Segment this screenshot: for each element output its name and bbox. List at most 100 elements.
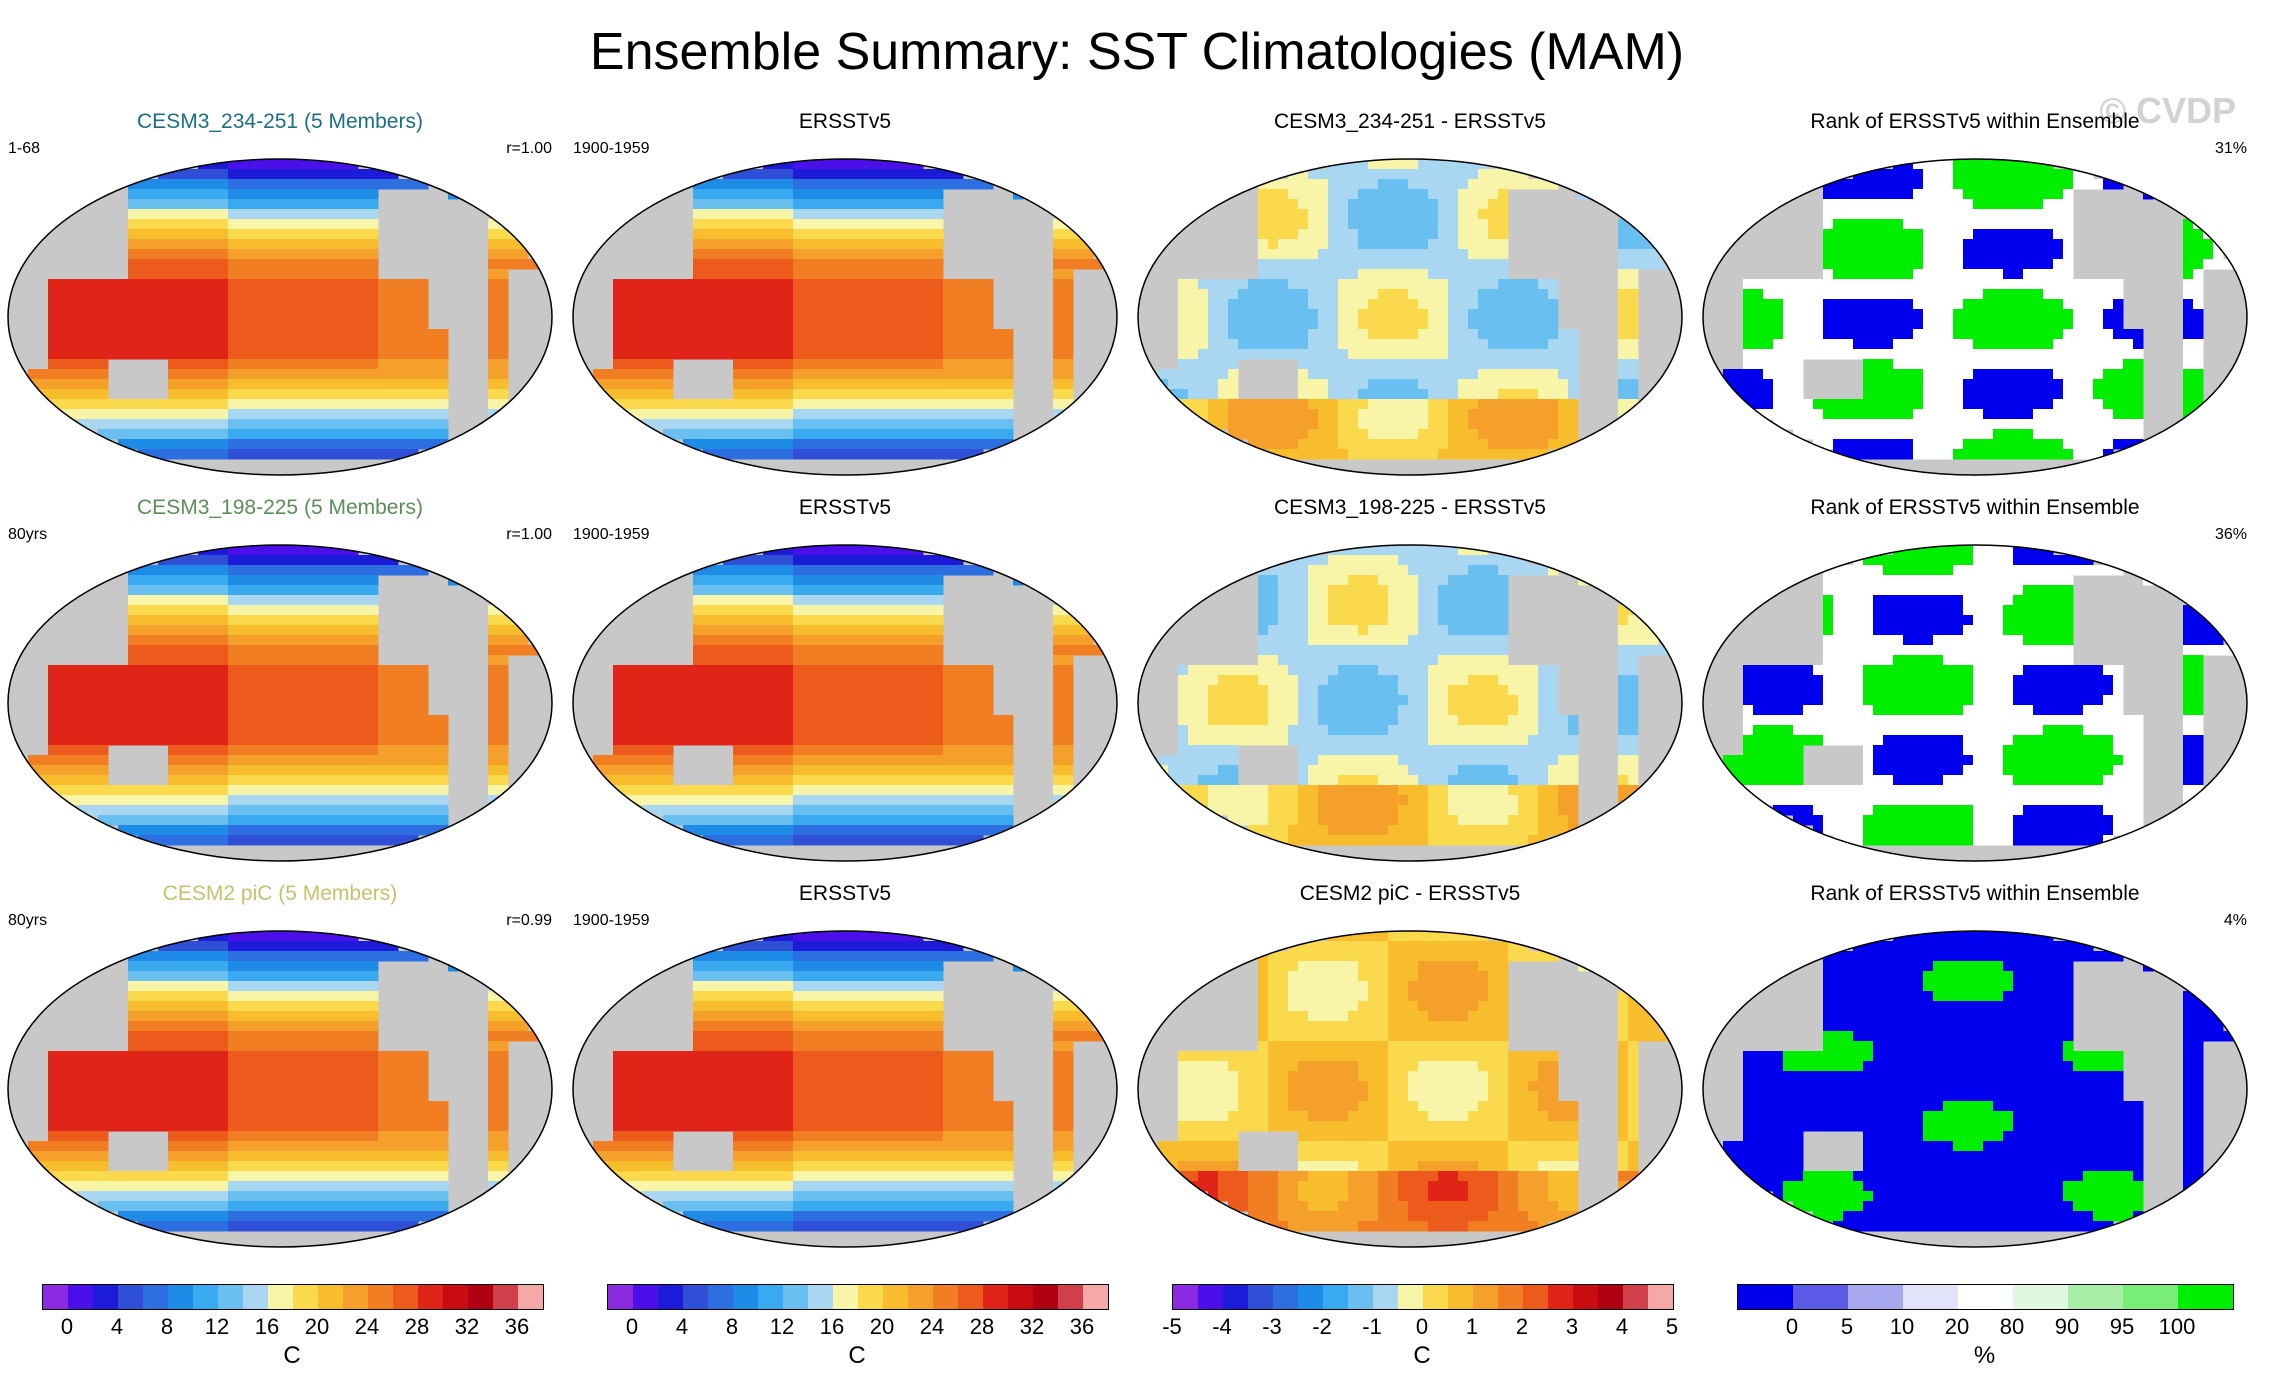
colorbar-tick-label: 24 bbox=[354, 1314, 380, 1339]
colorbar-swatch bbox=[808, 1285, 833, 1309]
colorbar-tick-label: 12 bbox=[204, 1314, 230, 1339]
colorbar-tick-label: 12 bbox=[769, 1314, 795, 1339]
colorbar-swatch bbox=[1523, 1285, 1548, 1309]
colorbar: 0 4 8 12 16 20 24 28 32 36 C bbox=[607, 1284, 1109, 1384]
colorbar-tick-label: 4 bbox=[675, 1314, 689, 1339]
colorbar-swatch bbox=[118, 1285, 143, 1309]
panel-period-label: 1900-1959 bbox=[573, 140, 650, 157]
map-panel: CESM2 piC - ERSSTv5 bbox=[1130, 872, 1690, 1262]
colorbar: 0 5 10 20 80 90 95 100% bbox=[1737, 1284, 2237, 1384]
colorbar-swatch bbox=[1373, 1285, 1398, 1309]
colorbar-tick-label: 20 bbox=[1944, 1314, 1970, 1339]
map-panel: CESM3_234-251 (5 Members) 1-68 r=1.00 bbox=[0, 100, 560, 490]
colorbar: 0 4 8 12 16 20 24 28 32 36 C bbox=[42, 1284, 544, 1384]
colorbar-tick-label: 20 bbox=[304, 1314, 330, 1339]
colorbar-swatch bbox=[493, 1285, 518, 1309]
colorbar-swatch bbox=[983, 1285, 1008, 1309]
colorbar-swatch bbox=[1648, 1285, 1673, 1309]
panel-stat-label: 4% bbox=[2223, 912, 2247, 929]
colorbar-swatch bbox=[1223, 1285, 1248, 1309]
colorbar-swatch bbox=[833, 1285, 858, 1309]
colorbar-swatch bbox=[708, 1285, 733, 1309]
colorbar-swatch bbox=[1198, 1285, 1223, 1309]
map-panel: Rank of ERSSTv5 within Ensemble 4% bbox=[1695, 872, 2255, 1262]
map-field bbox=[1137, 544, 1683, 862]
colorbar-swatch bbox=[683, 1285, 708, 1309]
colorbar-swatch bbox=[958, 1285, 983, 1309]
panel-stat-label: r=1.00 bbox=[506, 526, 552, 543]
colorbar-swatch bbox=[1348, 1285, 1373, 1309]
colorbar-swatch bbox=[2123, 1285, 2178, 1309]
colorbar-tick-label: 100 bbox=[2158, 1314, 2196, 1339]
map-field bbox=[1702, 930, 2248, 1248]
colorbar-swatch bbox=[1273, 1285, 1298, 1309]
colorbar-swatch bbox=[1473, 1285, 1498, 1309]
panel-stat-label: 36% bbox=[2214, 526, 2247, 543]
panel-period-label: 80yrs bbox=[8, 912, 48, 929]
colorbar-tick-label: 36 bbox=[504, 1314, 530, 1339]
colorbar-swatch bbox=[2013, 1285, 2068, 1309]
colorbar-tick-label: 0 bbox=[60, 1314, 74, 1339]
colorbar-unit-label: % bbox=[1973, 1342, 1996, 1369]
colorbar-swatch bbox=[1423, 1285, 1448, 1309]
colorbar-tick-label: 28 bbox=[969, 1314, 995, 1339]
colorbar-tick-label: -2 bbox=[1312, 1314, 1332, 1339]
colorbar-swatch bbox=[318, 1285, 343, 1309]
map-field bbox=[1137, 158, 1683, 476]
colorbar-swatch bbox=[633, 1285, 658, 1309]
colorbar-swatch bbox=[1398, 1285, 1423, 1309]
colorbar-tick-label: 24 bbox=[919, 1314, 945, 1339]
figure-title: Ensemble Summary: SST Climatologies (MAM… bbox=[589, 23, 1685, 81]
colorbar-tick-label: 32 bbox=[454, 1314, 480, 1339]
colorbar-swatch bbox=[1738, 1285, 1793, 1309]
colorbar-swatch bbox=[1958, 1285, 2013, 1309]
colorbar-tick-label: 4 bbox=[1615, 1314, 1629, 1339]
panel-title: Rank of ERSSTv5 within Ensemble bbox=[1810, 882, 2140, 905]
panel-stat-label: 31% bbox=[2214, 140, 2247, 157]
colorbar-tick-label: 5 bbox=[1840, 1314, 1854, 1339]
colorbar-unit-label: C bbox=[1413, 1342, 1431, 1369]
colorbar-swatch bbox=[443, 1285, 468, 1309]
colorbar-swatch bbox=[218, 1285, 243, 1309]
colorbar-tick-label: -5 bbox=[1162, 1314, 1182, 1339]
colorbar-swatch bbox=[1448, 1285, 1473, 1309]
map-panel: ERSSTv5 1900-1959 bbox=[565, 872, 1125, 1262]
colorbar-swatch bbox=[933, 1285, 958, 1309]
map-panel: CESM3_198-225 - ERSSTv5 bbox=[1130, 486, 1690, 876]
colorbar-swatch bbox=[733, 1285, 758, 1309]
panel-title: ERSSTv5 bbox=[798, 110, 892, 133]
colorbar-swatch bbox=[1058, 1285, 1083, 1309]
colorbar-swatch bbox=[468, 1285, 493, 1309]
panel-stat-label: r=1.00 bbox=[506, 140, 552, 157]
map-field bbox=[572, 158, 1118, 476]
colorbar-swatch bbox=[1848, 1285, 1903, 1309]
colorbar-swatch bbox=[168, 1285, 193, 1309]
map-field bbox=[7, 158, 553, 476]
colorbar-swatch bbox=[1903, 1285, 1958, 1309]
colorbar-swatch bbox=[1173, 1285, 1198, 1309]
colorbar-swatch bbox=[908, 1285, 933, 1309]
map-field bbox=[7, 930, 553, 1248]
colorbar-swatch bbox=[1598, 1285, 1623, 1309]
colorbar-swatch bbox=[783, 1285, 808, 1309]
colorbar-swatch bbox=[68, 1285, 93, 1309]
colorbar-swatch bbox=[193, 1285, 218, 1309]
colorbar-tick-label: 36 bbox=[1069, 1314, 1095, 1339]
colorbar-swatch bbox=[293, 1285, 318, 1309]
colorbar-swatch bbox=[393, 1285, 418, 1309]
colorbar-swatch bbox=[1548, 1285, 1573, 1309]
colorbar-swatch bbox=[93, 1285, 118, 1309]
colorbar-swatch bbox=[1033, 1285, 1058, 1309]
colorbar-swatch bbox=[2178, 1285, 2233, 1309]
colorbar-swatch bbox=[368, 1285, 393, 1309]
map-field bbox=[1137, 930, 1683, 1248]
colorbar-tick-label: 3 bbox=[1565, 1314, 1579, 1339]
colorbar-swatch bbox=[758, 1285, 783, 1309]
colorbar-tick-label: 0 bbox=[625, 1314, 639, 1339]
panel-title: ERSSTv5 bbox=[798, 496, 892, 519]
colorbar-swatch bbox=[883, 1285, 908, 1309]
colorbar-tick-label: 20 bbox=[869, 1314, 895, 1339]
colorbar-tick-label: 8 bbox=[725, 1314, 739, 1339]
colorbar-swatch bbox=[143, 1285, 168, 1309]
colorbar-tick-label: 0 bbox=[1415, 1314, 1429, 1339]
